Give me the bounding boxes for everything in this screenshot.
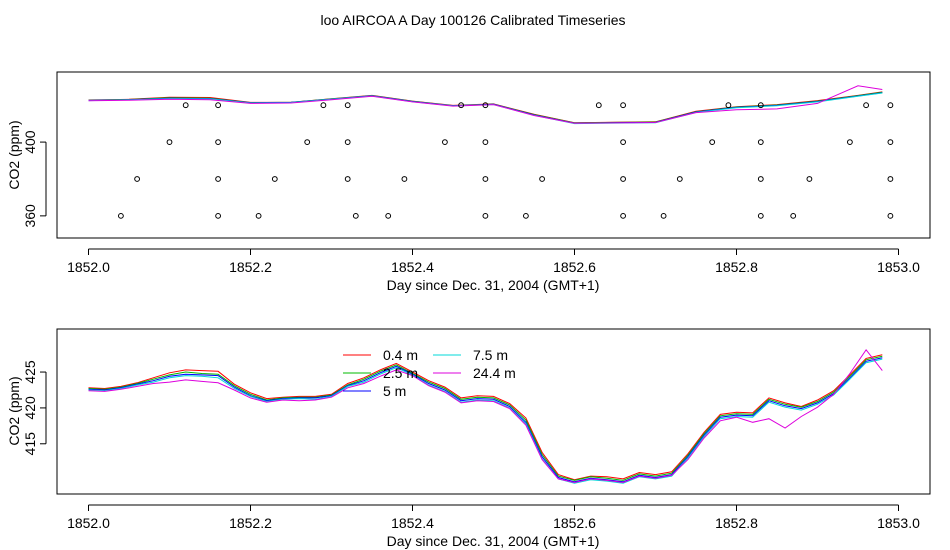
bucket-point bbox=[182, 102, 189, 109]
bucket-point bbox=[401, 176, 408, 182]
bucket-point bbox=[352, 212, 359, 219]
bucket-point bbox=[887, 102, 894, 109]
bucket-point bbox=[215, 102, 222, 109]
bucket-point bbox=[806, 176, 813, 182]
bucket-point bbox=[442, 139, 448, 145]
bucket-point bbox=[620, 212, 626, 219]
bucket-point bbox=[676, 176, 683, 182]
series-line bbox=[88, 85, 883, 124]
bucket-point bbox=[215, 139, 222, 145]
bucket-point bbox=[847, 139, 853, 145]
legend: 0.4 m 2.5 m 5 m 7.5 m 24.4 m bbox=[343, 347, 516, 399]
bucket-point bbox=[271, 176, 278, 182]
bucket-point bbox=[385, 212, 392, 219]
bucket-point bbox=[166, 139, 173, 145]
top-plot-frame bbox=[56, 71, 931, 239]
y-tick-label: 400 bbox=[22, 130, 38, 154]
x-tick-label: 1852.2 bbox=[229, 515, 272, 531]
x-tick-label: 1852.2 bbox=[229, 259, 272, 275]
bucket-point bbox=[118, 212, 124, 219]
bottom-y-axis: 415 420 425 bbox=[22, 360, 47, 456]
bucket-point bbox=[757, 212, 764, 219]
bucket-point bbox=[255, 212, 262, 219]
bucket-point bbox=[887, 212, 894, 219]
y-tick-label: 360 bbox=[22, 204, 38, 228]
bucket-point bbox=[757, 139, 764, 145]
series-line bbox=[88, 348, 883, 484]
x-tick-label: 1852.8 bbox=[715, 259, 758, 275]
y-tick-label: 425 bbox=[22, 360, 38, 384]
bucket-point bbox=[215, 212, 222, 219]
bucket-point bbox=[344, 102, 351, 109]
bucket-point bbox=[595, 102, 602, 109]
top-y-axis-label: CO2 (ppm) bbox=[6, 120, 22, 189]
top-chart: 1852.0 1852.2 1852.4 1852.6 1852.8 1853.0 360… bbox=[6, 71, 931, 293]
page-title: loo AIRCOA A Day 100126 Calibrated Times… bbox=[320, 12, 625, 28]
top-bucket-points bbox=[118, 102, 894, 219]
bucket-point bbox=[344, 139, 351, 145]
bucket-point bbox=[523, 212, 529, 219]
bucket-point bbox=[458, 102, 465, 109]
bucket-point bbox=[482, 139, 489, 145]
bucket-point bbox=[320, 102, 327, 109]
legend-label: 5 m bbox=[383, 383, 406, 399]
bucket-point bbox=[887, 139, 894, 145]
bucket-point bbox=[660, 212, 667, 219]
legend-label: 0.4 m bbox=[383, 347, 418, 363]
bucket-point bbox=[620, 139, 626, 145]
bucket-point bbox=[482, 176, 489, 182]
top-x-axis: 1852.0 1852.2 1852.4 1852.6 1852.8 1853.0 bbox=[67, 248, 920, 275]
legend-label: 7.5 m bbox=[473, 347, 508, 363]
x-tick-label: 1852.0 bbox=[67, 259, 110, 275]
bucket-point bbox=[539, 176, 545, 182]
bottom-plot-frame bbox=[56, 328, 931, 495]
x-tick-label: 1852.0 bbox=[67, 515, 110, 531]
bottom-x-axis: 1852.0 1852.2 1852.4 1852.6 1852.8 1853.0 bbox=[67, 504, 920, 531]
bucket-point bbox=[215, 176, 222, 182]
y-tick-label: 415 bbox=[22, 432, 38, 456]
x-tick-label: 1852.4 bbox=[391, 259, 434, 275]
x-tick-label: 1853.0 bbox=[877, 259, 920, 275]
bucket-point bbox=[757, 102, 764, 109]
bucket-point bbox=[304, 139, 311, 145]
top-y-axis: 360 400 bbox=[22, 130, 47, 228]
bucket-point bbox=[620, 176, 626, 182]
x-tick-label: 1852.4 bbox=[391, 515, 434, 531]
bottom-series-lines bbox=[88, 348, 883, 484]
legend-label: 2.5 m bbox=[383, 365, 418, 381]
bottom-x-axis-label: Day since Dec. 31, 2004 (GMT+1) bbox=[387, 533, 600, 549]
y-tick-label: 420 bbox=[22, 396, 38, 420]
bucket-point bbox=[134, 176, 141, 182]
x-tick-label: 1852.6 bbox=[553, 259, 596, 275]
bucket-point bbox=[887, 176, 894, 182]
bucket-point bbox=[725, 102, 732, 109]
x-tick-label: 1853.0 bbox=[877, 515, 920, 531]
bucket-point bbox=[709, 139, 716, 145]
bottom-y-axis-label: CO2 (ppm) bbox=[6, 376, 22, 445]
bucket-point bbox=[482, 102, 489, 109]
bottom-chart: 1852.0 1852.2 1852.4 1852.6 1852.8 1853.0 415… bbox=[6, 328, 931, 549]
bucket-point bbox=[620, 102, 626, 109]
series-line bbox=[88, 355, 883, 481]
x-tick-label: 1852.6 bbox=[553, 515, 596, 531]
x-tick-label: 1852.8 bbox=[715, 515, 758, 531]
legend-label: 24.4 m bbox=[473, 365, 516, 381]
series-line bbox=[88, 357, 883, 483]
series-line bbox=[88, 358, 883, 484]
top-x-axis-label: Day since Dec. 31, 2004 (GMT+1) bbox=[387, 277, 600, 293]
bucket-point bbox=[344, 176, 351, 182]
series-line bbox=[88, 354, 883, 481]
bucket-point bbox=[757, 176, 764, 182]
bucket-point bbox=[863, 102, 869, 109]
bucket-point bbox=[482, 212, 489, 219]
bucket-point bbox=[790, 212, 797, 219]
